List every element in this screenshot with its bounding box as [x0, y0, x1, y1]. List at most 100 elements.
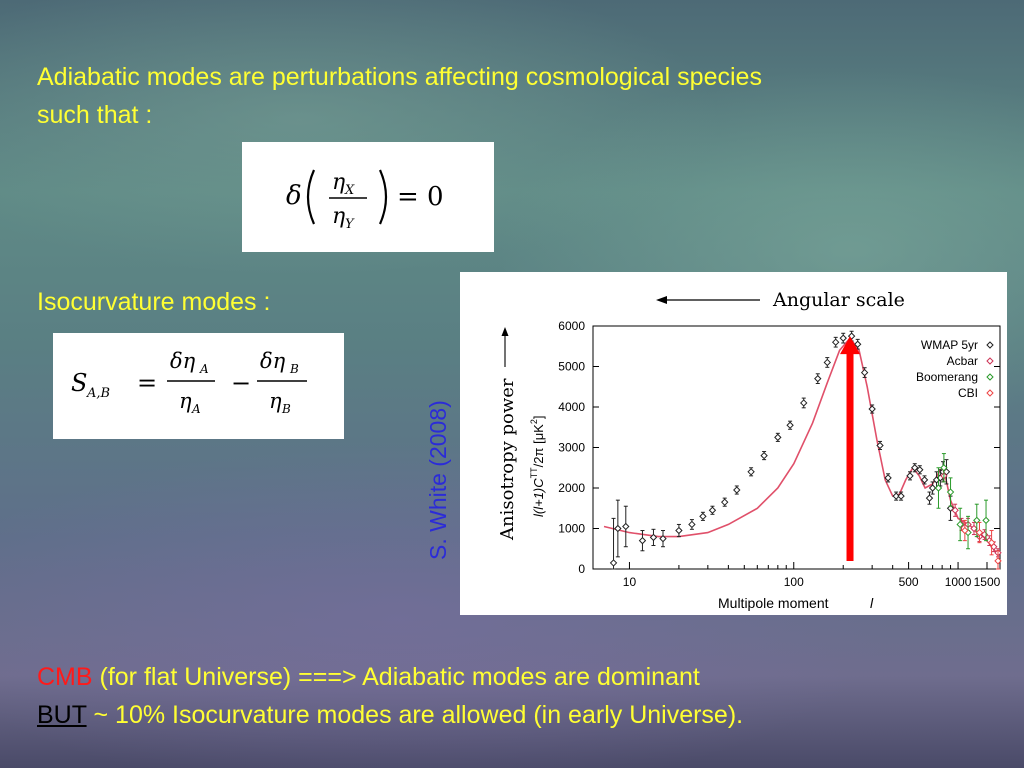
- data-point: [860, 368, 869, 377]
- data-point: [760, 451, 768, 460]
- legend-label: Acbar: [947, 354, 978, 368]
- y-axis-outer-label: Anisotropy power: [497, 378, 518, 541]
- data-point: [897, 492, 905, 500]
- conclusion-line-1: CMB (for flat Universe) ===> Adiabatic m…: [37, 658, 997, 696]
- eq1-rhs: = 0: [397, 182, 444, 212]
- data-point: [911, 464, 919, 472]
- data-point: [675, 526, 683, 535]
- y-tick-label: 3000: [558, 441, 585, 455]
- data-point: [925, 494, 934, 502]
- conclusion-line-2: BUT ~ 10% Isocurvature modes are allowed…: [37, 696, 997, 734]
- data-point: [884, 474, 892, 482]
- data-point: [951, 506, 959, 514]
- x-tick-label: 1500: [974, 575, 1001, 589]
- data-point: [987, 538, 996, 547]
- data-point: [609, 559, 618, 567]
- y-tick-label: 6000: [558, 319, 585, 333]
- isocurvature-label: Isocurvature modes :: [37, 288, 271, 316]
- legend-label: Boomerang: [916, 370, 978, 384]
- data-point: [721, 498, 729, 506]
- data-point: [774, 433, 782, 442]
- intro-line-1: Adiabatic modes are perturbations affect…: [37, 63, 762, 91]
- data-point: [956, 520, 964, 529]
- x-tick-label: 500: [899, 575, 919, 589]
- y-label-part2: /2π [μK: [531, 424, 546, 468]
- data-point: [973, 516, 981, 525]
- data-point: [659, 534, 667, 543]
- data-point: [823, 358, 831, 367]
- data-point: [934, 484, 943, 492]
- conclusion-text: CMB (for flat Universe) ===> Adiabatic m…: [37, 658, 997, 734]
- data-point: [916, 466, 924, 474]
- data-point: [786, 421, 794, 429]
- but-label: BUT: [37, 701, 87, 729]
- credit-text: S. White (2008): [425, 400, 451, 560]
- data-point: [688, 520, 696, 529]
- data-point: [940, 464, 948, 472]
- data-point: [800, 399, 808, 407]
- data-point: [699, 512, 707, 521]
- conclusion-line-2-rest: ~ 10% Isocurvature modes are allowed (in…: [86, 701, 744, 729]
- x-axis-label: Multipole moment: [718, 595, 829, 611]
- data-point: [928, 484, 937, 492]
- x-tick-label: 100: [784, 575, 804, 589]
- y-tick-label: 0: [578, 562, 585, 576]
- legend-marker: [986, 357, 994, 365]
- chart-svg: Angular scale Anisotropy power l(l+1)CTT…: [497, 289, 1002, 611]
- eq1-numerator-sub: X: [344, 183, 355, 198]
- data-point: [975, 528, 984, 537]
- legend-marker: [986, 341, 994, 349]
- x-axis-symbol: l: [870, 595, 874, 611]
- eq2-num1-sub: A: [199, 362, 209, 376]
- data-point: [892, 492, 900, 500]
- y-tick-label: 4000: [558, 400, 585, 414]
- eq2-num2-sub: B: [289, 362, 299, 376]
- y-label-part1: l(l+1)C: [531, 478, 546, 517]
- eq2-num1: δη: [170, 349, 196, 373]
- y-label-sup2: 2: [529, 419, 539, 424]
- eq2-minus: −: [231, 369, 251, 397]
- data-point: [622, 522, 630, 531]
- y-outer-arrow-head: [501, 327, 509, 336]
- conclusion-line-1-rest: (for flat Universe) ===> Adiabatic modes…: [92, 663, 700, 691]
- y-label-sup: TT: [529, 467, 539, 478]
- chart-title: Angular scale: [772, 289, 905, 311]
- intro-text: Adiabatic modes are perturbations affect…: [37, 58, 997, 134]
- legend-marker: [986, 373, 994, 381]
- peak-arrow-shaft: [846, 350, 854, 561]
- data-point: [868, 405, 876, 413]
- data-point: [708, 506, 717, 514]
- plot-frame: [592, 325, 1001, 570]
- isocurvature-equation: S A,B = δη A η A − δη B η B: [53, 333, 344, 439]
- data-point: [876, 441, 884, 450]
- data-point: [831, 338, 840, 346]
- legend-label: WMAP 5yr: [921, 338, 978, 352]
- data-point: [946, 504, 955, 512]
- data-point: [982, 516, 990, 525]
- legend-label: CBI: [958, 386, 978, 400]
- eq2-den2: η: [269, 389, 282, 413]
- y-tick-label: 2000: [558, 481, 585, 495]
- data-point: [994, 557, 1002, 565]
- data-point: [733, 486, 741, 494]
- eq1-denominator: η: [332, 204, 345, 229]
- angular-scale-arrow-head: [656, 296, 667, 304]
- x-tick-label: 10: [623, 575, 637, 589]
- data-point: [970, 524, 978, 533]
- data-point: [638, 536, 647, 545]
- eq1-delta: δ: [286, 181, 302, 211]
- eq1-numerator: η: [332, 170, 345, 195]
- data-point: [614, 524, 622, 533]
- y-tick-label: 5000: [558, 360, 585, 374]
- eq1-left-paren: [306, 169, 316, 225]
- eq2-lhs-sub: A,B: [86, 386, 110, 401]
- cmb-label: CMB: [37, 663, 93, 691]
- eq1-right-paren: [378, 169, 388, 225]
- data-point: [961, 526, 969, 535]
- x-tick-label: 1000: [945, 575, 972, 589]
- data-point: [946, 488, 955, 496]
- data-point: [814, 374, 822, 383]
- data-point: [649, 533, 658, 542]
- data-point: [853, 340, 862, 348]
